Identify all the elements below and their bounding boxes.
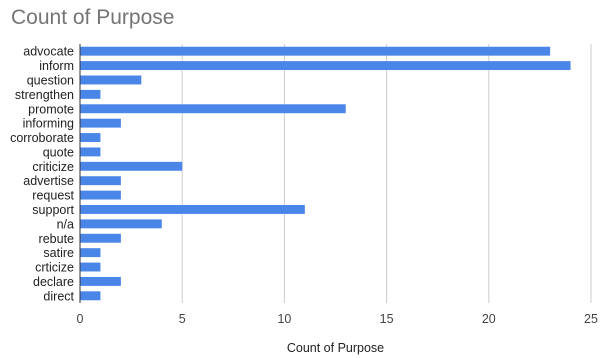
- bar-support: [80, 205, 305, 214]
- bar-question: [80, 75, 142, 85]
- chart-title: Count of Purpose: [11, 6, 175, 29]
- category-label: informing: [23, 117, 74, 131]
- category-label: request: [32, 189, 74, 203]
- category-label: promote: [28, 102, 74, 116]
- category-label: direct: [43, 289, 74, 303]
- bar-satire: [80, 248, 101, 258]
- bar-promote: [80, 104, 346, 114]
- category-label: question: [27, 73, 74, 87]
- category-label: advocate: [23, 45, 74, 59]
- x-tick-label: 25: [584, 312, 598, 326]
- x-tick-label: 15: [380, 312, 394, 326]
- x-tick-label: 0: [77, 312, 84, 326]
- x-tick-label: 20: [482, 312, 496, 326]
- bar-declare: [80, 276, 121, 286]
- category-label: strengthen: [15, 88, 74, 102]
- category-label: n/a: [57, 217, 74, 231]
- x-tick-label: 10: [277, 312, 291, 326]
- bar-direct: [80, 291, 101, 301]
- category-label: crticize: [35, 261, 74, 275]
- bar-criticize: [80, 161, 183, 171]
- category-label: criticize: [32, 160, 74, 174]
- bar-inform: [80, 61, 571, 71]
- category-label: advertise: [23, 174, 74, 188]
- bar-quote: [80, 147, 101, 157]
- bar-request: [80, 190, 121, 200]
- category-labels: advocateinformquestionstrengthenpromotei…: [10, 45, 74, 304]
- bar-advertise: [80, 176, 121, 186]
- bars: [80, 46, 571, 301]
- category-label: inform: [39, 59, 74, 73]
- category-label: corroborate: [10, 131, 74, 145]
- category-label: quote: [43, 145, 74, 159]
- bar-crticize: [80, 262, 101, 272]
- category-label: satire: [43, 246, 74, 260]
- x-tick-labels: 0 5 10 15 20 25: [77, 312, 598, 326]
- bar-rebute: [80, 233, 121, 243]
- category-label: rebute: [39, 232, 74, 246]
- category-label: support: [32, 203, 74, 217]
- x-tick-label: 5: [179, 312, 186, 326]
- x-axis-title: Count of Purpose: [287, 341, 384, 355]
- bar-informing: [80, 118, 121, 128]
- bar-advocate: [80, 46, 551, 56]
- bar-corroborate: [80, 133, 101, 142]
- grid-lines: [181, 44, 592, 303]
- bar-strengthen: [80, 89, 101, 99]
- category-label: declare: [33, 275, 74, 289]
- bar-n-a: [80, 219, 162, 229]
